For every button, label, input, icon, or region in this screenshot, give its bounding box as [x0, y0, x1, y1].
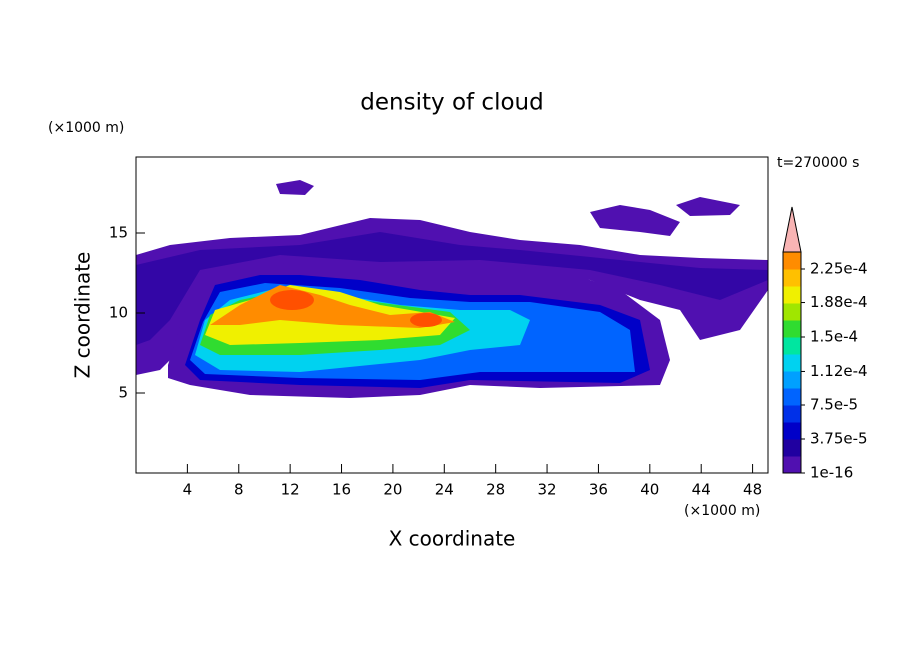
contour-field	[136, 180, 768, 398]
x-axis-label: X coordinate	[389, 527, 516, 551]
colorbar-tick-label: 1.5e-4	[810, 328, 858, 346]
x-tick-label: 48	[743, 481, 762, 499]
y-unit: (×1000 m)	[48, 120, 124, 136]
x-tick-label: 16	[332, 481, 351, 499]
x-unit: (×1000 m)	[684, 503, 760, 519]
colorbar-band	[783, 354, 801, 372]
chart-title: density of cloud	[360, 90, 543, 116]
colorbar-tick-label: 2.25e-4	[810, 260, 868, 278]
colorbar-band	[783, 337, 801, 355]
colorbar-band	[783, 252, 801, 270]
colorbar-band	[783, 422, 801, 440]
x-tick-label: 24	[435, 481, 454, 499]
colorbar-band	[783, 269, 801, 287]
y-axis-label: Z coordinate	[71, 252, 95, 379]
x-tick-label: 44	[692, 481, 711, 499]
colorbar-tick-label: 7.5e-5	[810, 396, 858, 414]
colorbar-tick-label: 1e-16	[810, 464, 853, 482]
colorbar-band	[783, 439, 801, 457]
colorbar-band	[783, 286, 801, 304]
colorbar-band	[783, 405, 801, 423]
colorbar-band	[783, 371, 801, 389]
x-tick-label: 12	[281, 481, 300, 499]
x-tick-label: 4	[183, 481, 193, 499]
x-tick-label: 32	[538, 481, 557, 499]
x-tick-label: 28	[486, 481, 505, 499]
x-tick-label: 36	[589, 481, 608, 499]
colorbar-tick-label: 1.12e-4	[810, 362, 868, 380]
colorbar-tick-label: 3.75e-5	[810, 430, 868, 448]
y-tick-label: 15	[109, 224, 128, 242]
y-tick-label: 5	[118, 384, 128, 402]
colorbar-band	[783, 456, 801, 474]
time-annotation: t=270000 s	[777, 155, 859, 171]
colorbar-tick-label: 1.88e-4	[810, 293, 868, 311]
x-tick-label: 20	[383, 481, 402, 499]
colorbar-frame	[782, 251, 802, 474]
y-tick-label: 10	[109, 304, 128, 322]
colorbar-band	[783, 303, 801, 321]
plot-frame	[135, 156, 769, 474]
x-tick-label: 8	[234, 481, 244, 499]
x-tick-label: 40	[640, 481, 659, 499]
colorbar-band	[783, 320, 801, 338]
colorbar-band	[783, 388, 801, 406]
